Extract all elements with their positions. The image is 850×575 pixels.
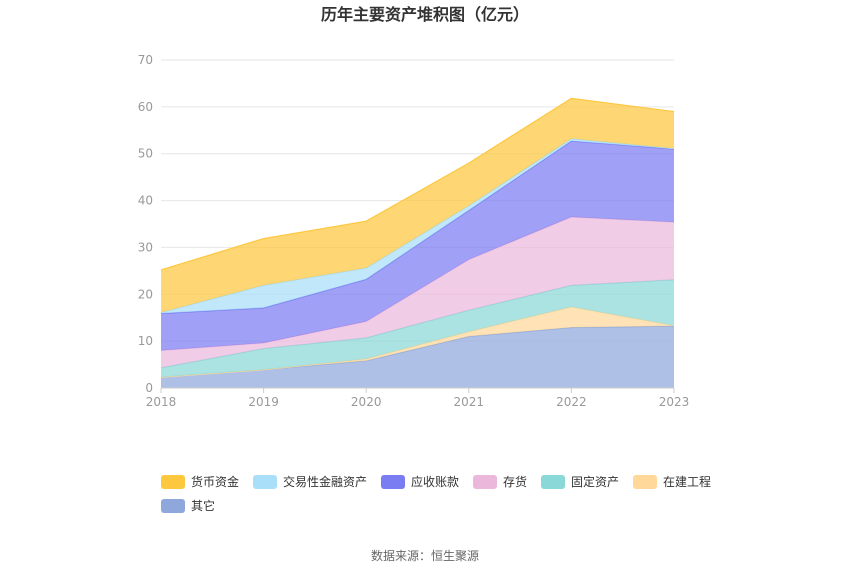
y-tick-label: 10 xyxy=(138,334,153,348)
y-tick-label: 30 xyxy=(138,240,153,254)
legend-swatch xyxy=(381,475,405,489)
area-series-2[interactable] xyxy=(161,279,674,378)
legend-swatch xyxy=(161,499,185,513)
legend-label: 存货 xyxy=(503,474,527,489)
series-line-6 xyxy=(160,97,675,271)
x-tick-label: 2019 xyxy=(248,395,279,409)
legend-label: 货币资金 xyxy=(191,474,239,489)
y-tick-label: 0 xyxy=(145,381,153,395)
x-tick-label: 2018 xyxy=(146,395,177,409)
legend-label: 其它 xyxy=(191,498,215,513)
legend-swatch xyxy=(253,475,277,489)
y-tick-label: 40 xyxy=(138,194,153,208)
x-tick-label: 2020 xyxy=(351,395,382,409)
legend-label: 应收账款 xyxy=(411,474,459,489)
legend-label: 在建工程 xyxy=(663,474,711,489)
legend-swatch xyxy=(473,475,497,489)
legend-label: 固定资产 xyxy=(571,474,619,489)
legend-item[interactable]: 货币资金 xyxy=(161,474,239,489)
y-tick-label: 60 xyxy=(138,100,153,114)
legend-item[interactable]: 存货 xyxy=(473,474,527,489)
plot-areas xyxy=(160,97,675,388)
series-line-3 xyxy=(160,216,675,352)
x-tick-label: 2023 xyxy=(659,395,690,409)
legend-swatch xyxy=(161,475,185,489)
legend-item[interactable]: 交易性金融资产 xyxy=(253,474,367,489)
area-series-1[interactable] xyxy=(161,306,674,378)
legend-item[interactable]: 应收账款 xyxy=(381,474,459,489)
legend-label: 交易性金融资产 xyxy=(283,474,367,489)
y-tick-label: 20 xyxy=(138,287,153,301)
x-tick-label: 2021 xyxy=(454,395,485,409)
y-tick-label: 70 xyxy=(138,53,153,67)
area-series-4[interactable] xyxy=(161,141,674,351)
legend-item[interactable]: 固定资产 xyxy=(541,474,619,489)
source-text: 数据来源：恒生聚源 xyxy=(371,548,479,563)
chart-title: 历年主要资产堆积图（亿元） xyxy=(321,5,529,24)
legend-item[interactable]: 其它 xyxy=(161,498,215,513)
area-series-3[interactable] xyxy=(161,216,674,368)
legend-item[interactable]: 在建工程 xyxy=(633,474,711,489)
y-tick-label: 50 xyxy=(138,147,153,161)
axes: 0 10 20 30 40 50 60 70 2018 2019 2020 2021 2022 2023 xyxy=(138,53,690,409)
area-series-6[interactable] xyxy=(161,98,674,313)
legend-swatch xyxy=(633,475,657,489)
area-series-0[interactable] xyxy=(161,326,674,388)
x-tick-label: 2022 xyxy=(556,395,587,409)
legend-swatch xyxy=(541,475,565,489)
